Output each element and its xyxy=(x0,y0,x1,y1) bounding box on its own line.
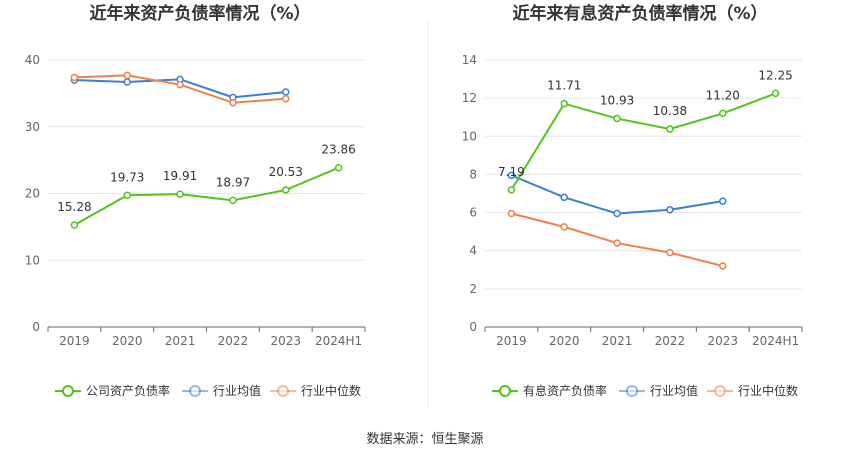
data-point xyxy=(282,94,290,103)
data-point xyxy=(123,78,131,86)
data-point xyxy=(123,191,131,200)
data-point xyxy=(613,114,621,123)
legend-marker-icon xyxy=(626,385,638,397)
legend-label: 行业中位数 xyxy=(301,383,361,398)
legend-marker-icon xyxy=(189,385,201,397)
data-label: 19.73 xyxy=(110,170,144,184)
data-label: 10.38 xyxy=(653,104,687,118)
data-point xyxy=(229,98,237,107)
legend-label: 公司资产负债率 xyxy=(86,383,170,398)
data-point xyxy=(666,125,674,133)
y-tick-label: 14 xyxy=(462,53,477,67)
legend-marker-icon xyxy=(714,385,726,397)
asset-liability-ratio-chart: 近年来资产负债率情况（%） 0 10 20 30 40 2019 2020 2021 2022 20… xyxy=(25,3,366,398)
legend-label: 行业均值 xyxy=(213,383,261,398)
y-tick-label: 40 xyxy=(25,53,40,67)
data-label: 20.53 xyxy=(269,165,303,179)
data-label: 19.91 xyxy=(163,169,197,183)
legend-label: 行业均值 xyxy=(650,383,698,398)
data-point xyxy=(176,80,184,89)
x-tick-label: 2024H1 xyxy=(752,334,799,348)
data-point xyxy=(334,163,343,172)
data-label: 15.28 xyxy=(57,200,91,214)
x-tick-label: 2023 xyxy=(270,334,301,348)
data-point xyxy=(560,223,568,231)
x-tick-label: 2019 xyxy=(496,334,527,348)
legend-label: 行业中位数 xyxy=(738,383,798,398)
data-label: 10.93 xyxy=(600,94,634,108)
data-point xyxy=(123,71,131,80)
y-tick-label: 8 xyxy=(469,167,477,181)
y-tick-label: 10 xyxy=(25,253,40,267)
x-tick-label: 2023 xyxy=(707,334,738,348)
data-label: 11.71 xyxy=(547,79,581,93)
data-label: 12.25 xyxy=(758,68,792,82)
chart-title: 近年来有息资产负债率情况（%） xyxy=(512,3,767,24)
data-point xyxy=(666,248,674,257)
data-point xyxy=(719,262,727,270)
y-tick-label: 2 xyxy=(469,282,477,296)
data-point xyxy=(70,73,79,82)
x-tick-label: 2020 xyxy=(112,334,143,348)
legend-marker-icon xyxy=(277,385,289,397)
data-point xyxy=(719,109,727,118)
data-source-note: 数据来源：恒生聚源 xyxy=(366,432,483,447)
data-label: 11.20 xyxy=(706,88,740,102)
series-line xyxy=(510,92,776,191)
data-label: 18.97 xyxy=(216,175,250,189)
data-point xyxy=(507,186,516,194)
x-tick-label: 2022 xyxy=(218,334,249,348)
legend-marker-icon xyxy=(499,385,511,397)
data-point xyxy=(507,209,516,218)
data-label: 7.19 xyxy=(498,165,525,179)
data-point xyxy=(719,197,727,205)
data-point xyxy=(507,171,516,180)
data-point xyxy=(282,186,290,194)
interest-bearing-liability-ratio-chart: 近年来有息资产负债率情况（%） 0 2 4 6 8 10 12 14 2019 2020 2021 20… xyxy=(462,3,803,398)
data-point xyxy=(176,190,184,198)
x-tick-label: 2022 xyxy=(655,334,686,348)
chart-title: 近年来资产负债率情况（%） xyxy=(89,3,310,24)
y-tick-label: 10 xyxy=(462,129,477,143)
y-tick-label: 0 xyxy=(469,320,477,334)
data-point xyxy=(771,89,780,98)
x-tick-label: 2024H1 xyxy=(315,334,362,348)
x-tick-label: 2020 xyxy=(549,334,580,348)
data-point xyxy=(70,221,79,229)
x-tick-label: 2019 xyxy=(59,334,90,348)
data-point xyxy=(666,205,674,214)
data-point xyxy=(613,209,621,218)
y-tick-label: 0 xyxy=(32,320,40,334)
series-line xyxy=(73,166,339,226)
data-point xyxy=(613,239,621,247)
y-tick-label: 30 xyxy=(25,120,40,134)
data-point xyxy=(229,196,237,205)
y-tick-label: 20 xyxy=(25,187,40,201)
legend-marker-icon xyxy=(62,385,74,397)
series-line xyxy=(511,174,723,215)
data-label: 23.86 xyxy=(321,143,355,157)
data-point xyxy=(560,99,568,108)
x-tick-label: 2021 xyxy=(602,334,633,348)
y-tick-label: 6 xyxy=(469,206,477,220)
data-point xyxy=(560,193,568,202)
y-tick-label: 4 xyxy=(469,244,477,258)
x-tick-label: 2021 xyxy=(165,334,196,348)
legend-label: 有息资产负债率 xyxy=(523,383,607,398)
data-point xyxy=(282,88,290,96)
y-tick-label: 12 xyxy=(462,91,477,105)
